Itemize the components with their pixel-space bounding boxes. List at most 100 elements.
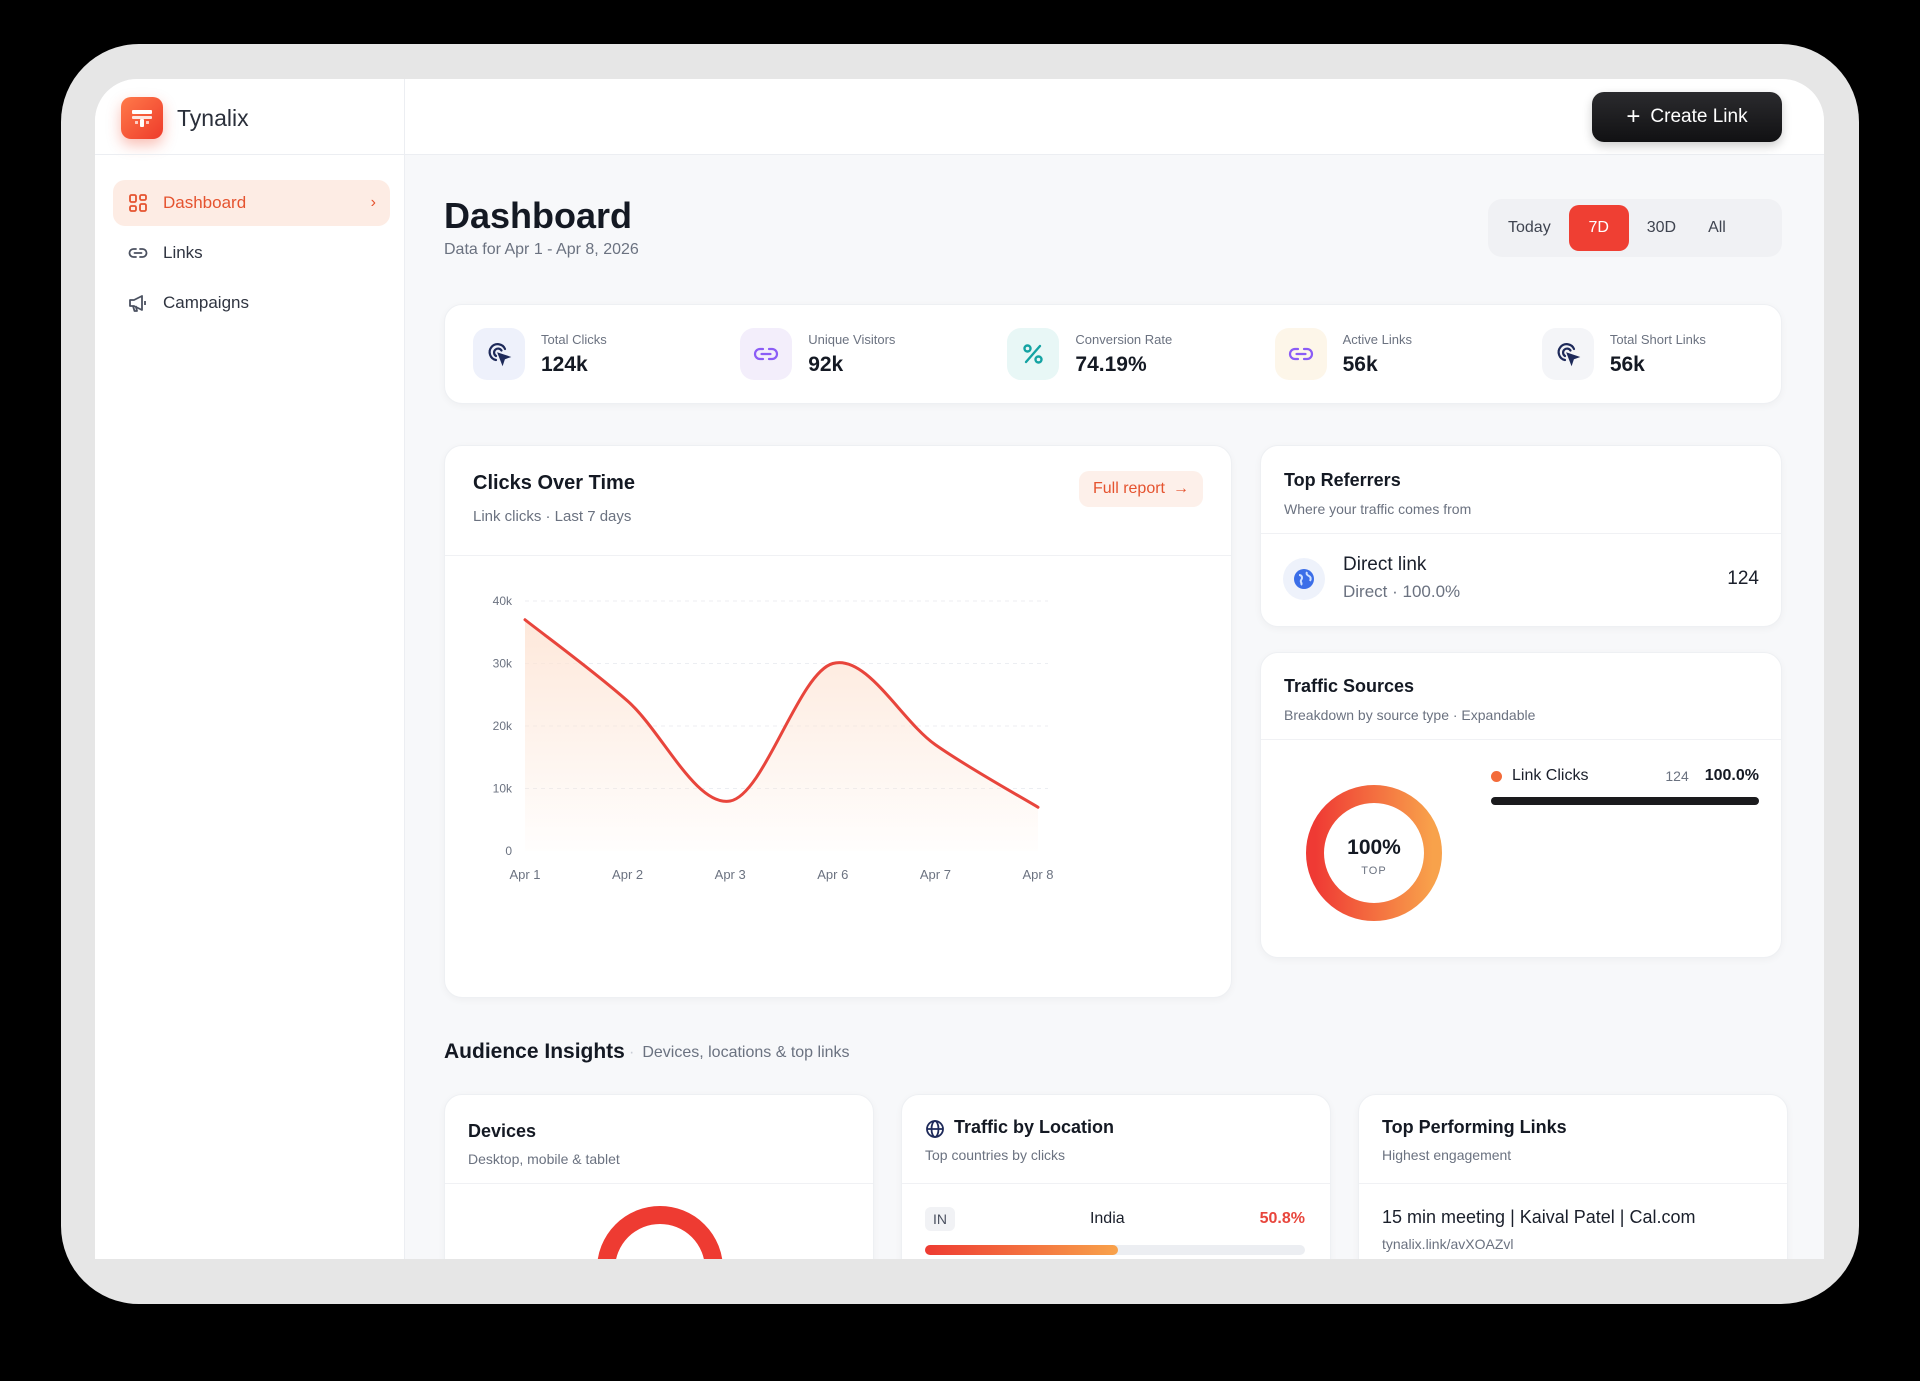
arrow-right-icon: → <box>1173 480 1189 497</box>
brand[interactable]: Tynalix <box>121 97 249 139</box>
chart-series-line <box>523 618 1040 809</box>
chart-x-tick-label: Apr 7 <box>920 867 951 882</box>
brand-name: Tynalix <box>177 104 249 131</box>
referrer-detail: Direct · 100.0% <box>1343 582 1461 601</box>
page-subtitle: Data for Apr 1 - Apr 8, 2026 <box>444 241 639 258</box>
app-screen: Tynalix Dashboard › <box>95 79 1824 1259</box>
plus-icon: + <box>1626 103 1641 130</box>
country-percent: 50.8% <box>1259 1210 1305 1227</box>
devices-subtitle: Desktop, mobile & tablet <box>468 1151 620 1167</box>
create-link-label: Create Link <box>1650 106 1748 127</box>
country-bar-track <box>925 1245 1305 1255</box>
stat-value: 124k <box>541 352 588 376</box>
link-icon <box>1274 328 1327 380</box>
donut-label: TOP <box>1361 865 1387 877</box>
country-code: IN <box>925 1207 955 1231</box>
stat-active-links: Active Links 56k <box>1247 328 1514 380</box>
chart-x-tick-label: Apr 8 <box>1022 867 1053 882</box>
referrers-subtitle: Where your traffic comes from <box>1284 501 1472 517</box>
top-links-subtitle: Highest engagement <box>1382 1147 1512 1163</box>
top-links-header: Top Performing Links Highest engagement <box>1359 1095 1787 1184</box>
top-link-row[interactable]: 15 min meeting | Kaival Patel | Cal.com … <box>1382 1207 1696 1252</box>
stat-unique-visitors: Unique Visitors 92k <box>712 328 979 380</box>
devices-card: Devices Desktop, mobile & tablet <box>444 1094 874 1259</box>
chart-title: Clicks Over Time <box>473 472 635 494</box>
stat-total-clicks: Total Clicks 124k <box>445 328 712 380</box>
location-title: Traffic by Location <box>954 1117 1115 1137</box>
topbar: + Create Link <box>405 79 1824 155</box>
chart-x-tick-label: Apr 6 <box>817 867 848 882</box>
source-bar-fill <box>1491 797 1759 805</box>
link-icon <box>740 328 793 380</box>
chart-y-tick-label: 30k <box>493 657 513 671</box>
full-report-label: Full report <box>1092 480 1165 497</box>
stat-label: Unique Visitors <box>808 331 896 347</box>
referrer-row[interactable]: Direct link Direct · 100.0% 124 <box>1261 534 1781 626</box>
chart-x-tick-label: Apr 1 <box>509 867 540 882</box>
brand-logo-icon <box>121 97 163 139</box>
chart-y-tick-label: 0 <box>505 844 512 858</box>
sidebar-item-label: Links <box>163 243 203 262</box>
stat-label: Total Short Links <box>1609 331 1706 347</box>
globe-icon <box>1283 558 1325 600</box>
location-subtitle: Top countries by clicks <box>925 1147 1066 1163</box>
donut-arc <box>1306 785 1442 921</box>
source-row[interactable]: Link Clicks 124 100.0% <box>1491 767 1759 805</box>
range-30d-button[interactable]: 30D <box>1646 219 1677 236</box>
cursor-click-icon <box>473 328 525 380</box>
country-name: India <box>1089 1210 1125 1227</box>
percent-icon <box>1007 328 1060 380</box>
full-report-button[interactable]: Full report → <box>1078 471 1203 507</box>
stats-card: Total Clicks 124k Unique Visitors 92k <box>444 304 1782 404</box>
top-links-title: Top Performing Links <box>1382 1117 1567 1137</box>
stat-total-short-links: Total Short Links 56k <box>1514 328 1781 380</box>
stat-value: 56k <box>1342 352 1378 376</box>
devices-title: Devices <box>468 1121 537 1141</box>
traffic-location-card: Traffic by Location Top countries by cli… <box>901 1094 1331 1259</box>
chart-header: Clicks Over Time Link clicks · Last 7 da… <box>445 446 1231 556</box>
chart-y-tick-label: 40k <box>493 594 513 608</box>
chart-y-tick-label: 10k <box>493 782 513 796</box>
referrer-count: 124 <box>1727 568 1759 589</box>
audience-title: Audience Insights <box>444 1040 625 1063</box>
clicks-line-chart: 0 10k 20k 30k 40k Apr 1 Apr 2 Apr 3 Apr 6 Apr 7 A… <box>493 594 1054 882</box>
source-count: 124 <box>1665 768 1689 784</box>
referrer-name: Direct link <box>1343 554 1427 575</box>
sidebar-item-campaigns[interactable]: Campaigns <box>113 280 390 326</box>
traffic-sources-card: Traffic Sources Breakdown by source type… <box>1260 652 1782 958</box>
sidebar-item-label: Campaigns <box>163 293 249 312</box>
location-row[interactable]: IN India 50.8% <box>925 1205 1305 1255</box>
chart-x-tick-label: Apr 2 <box>612 867 643 882</box>
audience-subtitle-text: Devices, locations & top links <box>642 1044 850 1061</box>
range-7d-button[interactable]: 7D <box>1568 205 1629 251</box>
clicks-over-time-card: Clicks Over Time Link clicks · Last 7 da… <box>444 445 1232 998</box>
range-today-button[interactable]: Today <box>1508 219 1551 236</box>
referrers-header: Top Referrers Where your traffic comes f… <box>1261 446 1781 534</box>
sidebar-divider <box>95 154 404 155</box>
audience-subtitle: · Devices, locations & top links <box>629 1044 850 1061</box>
megaphone-icon <box>127 292 149 314</box>
source-dot <box>1491 770 1502 782</box>
sidebar-item-label: Dashboard <box>163 193 247 212</box>
cursor-click-icon <box>1541 328 1594 380</box>
referrers-title: Top Referrers <box>1284 470 1401 490</box>
source-bar-track <box>1491 797 1759 805</box>
stat-label: Conversion Rate <box>1075 331 1173 347</box>
link-icon <box>127 242 149 264</box>
sidebar: Tynalix Dashboard › <box>95 79 405 1259</box>
top-referrers-card: Top Referrers Where your traffic comes f… <box>1260 445 1782 627</box>
chart-y-tick-label: 20k <box>493 719 513 733</box>
top-link-title: 15 min meeting | Kaival Patel | Cal.com <box>1382 1207 1696 1227</box>
sidebar-item-dashboard[interactable]: Dashboard › <box>113 180 390 226</box>
chevron-right-icon: › <box>370 194 376 211</box>
country-bar-fill <box>925 1245 1119 1255</box>
stat-value: 56k <box>1609 352 1645 376</box>
stat-label: Total Clicks <box>541 331 607 347</box>
range-all-button[interactable]: All <box>1708 219 1726 236</box>
sidebar-item-links[interactable]: Links <box>113 230 390 276</box>
location-header: Traffic by Location Top countries by cli… <box>902 1095 1330 1184</box>
create-link-button[interactable]: + Create Link <box>1592 92 1782 142</box>
traffic-sources-title: Traffic Sources <box>1284 676 1415 696</box>
devices-donut <box>597 1206 723 1259</box>
source-name: Link Clicks <box>1512 767 1589 784</box>
